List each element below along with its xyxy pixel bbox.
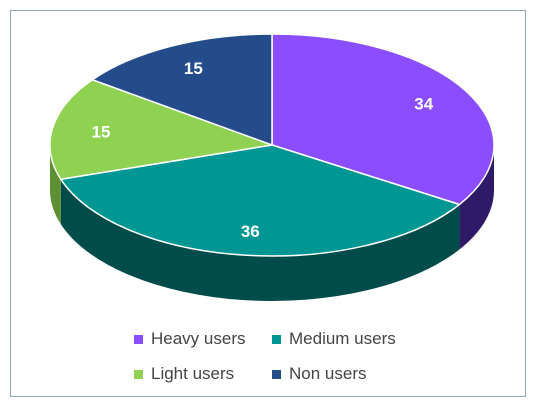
legend-swatch	[272, 369, 281, 379]
legend-item-light-users: Light users	[134, 364, 234, 384]
legend-swatch	[134, 369, 143, 379]
data-label-medium-users: 36	[241, 222, 260, 241]
pie-slice-medium-users	[60, 144, 461, 257]
legend-item-medium-users: Medium users	[272, 329, 396, 349]
legend-item-heavy-users: Heavy users	[134, 329, 245, 349]
pie-slice-non-users	[91, 33, 273, 146]
legend-swatch	[134, 334, 143, 344]
pie-side-heavy-users	[459, 145, 494, 250]
data-label-heavy-users: 34	[414, 94, 433, 113]
pie-side-medium-users	[60, 179, 460, 302]
legend-label: Medium users	[289, 329, 396, 348]
data-label-non-users: 15	[184, 59, 203, 78]
pie-data-labels: 34 36 15 15	[92, 59, 434, 241]
pie-slices	[49, 33, 495, 257]
legend-label: Heavy users	[151, 329, 246, 348]
pie-slice-light-users	[49, 79, 273, 181]
legend-label: Light users	[151, 364, 235, 383]
legend-swatch	[272, 334, 281, 344]
legend-label: Non users	[289, 364, 367, 383]
data-label-light-users: 15	[92, 122, 111, 141]
legend-item-non-users: Non users	[272, 364, 366, 384]
